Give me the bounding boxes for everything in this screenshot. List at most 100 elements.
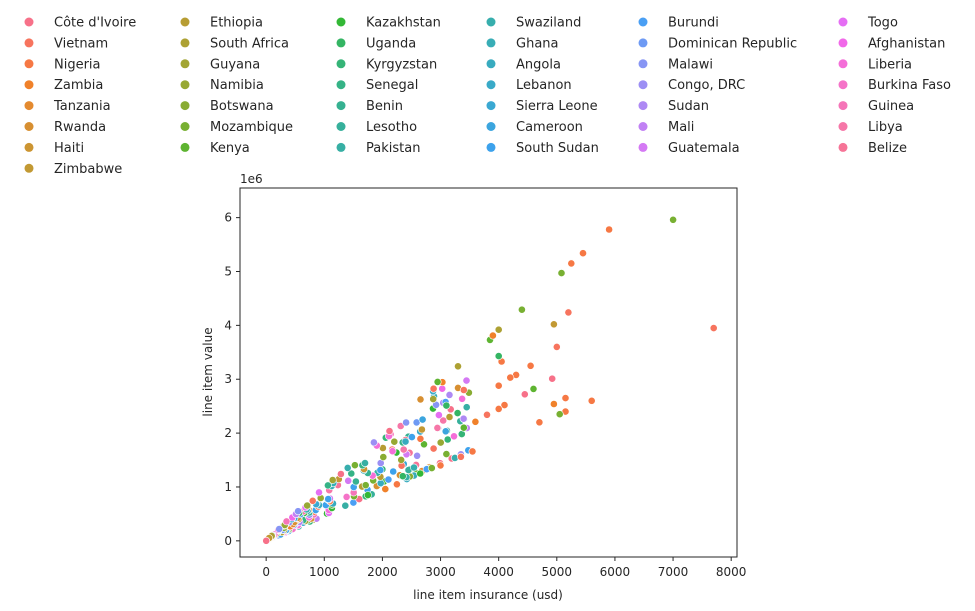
legend-label: Kenya: [210, 141, 250, 156]
legend-item: Uganda: [336, 36, 416, 51]
legend-marker: [24, 38, 34, 48]
data-point: [454, 362, 462, 371]
x-axis-label: line item insurance (usd): [413, 588, 563, 602]
data-point: [488, 331, 497, 340]
legend-label: South Africa: [210, 36, 289, 51]
legend-item: South Sudan: [486, 141, 599, 156]
data-point: [429, 395, 438, 403]
legend-marker: [180, 38, 190, 48]
legend-item: Nigeria: [24, 57, 101, 72]
legend-item: Guyana: [180, 57, 260, 72]
data-point: [384, 475, 393, 484]
legend-marker: [838, 38, 848, 48]
legend-marker: [336, 101, 346, 111]
data-point: [361, 459, 369, 467]
data-point: [434, 411, 443, 419]
data-point: [445, 390, 454, 399]
legend-item: Tanzania: [24, 99, 111, 114]
legend-label: Guatemala: [668, 141, 740, 156]
legend-marker: [180, 142, 190, 152]
data-point: [328, 476, 337, 484]
legend-label: Guyana: [210, 57, 260, 72]
data-point: [439, 416, 448, 425]
data-point: [535, 418, 544, 427]
data-point: [555, 410, 564, 419]
data-point: [294, 507, 302, 516]
y-tick-label: 0: [224, 534, 232, 548]
legend-item: Dominican Republic: [638, 36, 797, 51]
legend-item: Senegal: [336, 78, 418, 93]
legend-marker: [486, 80, 496, 90]
legend-marker: [486, 122, 496, 131]
legend-marker: [24, 17, 34, 27]
data-point: [557, 269, 566, 277]
legend-marker: [336, 17, 346, 27]
legend-label: Ethiopia: [210, 16, 263, 31]
data-point: [445, 413, 454, 421]
data-point: [468, 447, 477, 456]
legend-item: Angola: [486, 57, 561, 72]
data-point: [459, 386, 468, 394]
legend-item: Kazakhstan: [336, 16, 441, 31]
data-point: [552, 342, 561, 351]
legend-label: Lesotho: [366, 120, 417, 135]
legend-item: Haiti: [24, 141, 84, 156]
data-point: [462, 376, 471, 385]
data-point: [506, 373, 515, 382]
plot-area: 0 1000 2000 3000 4000 5000 6000 7000 8000 0 1 2 3 4 5…: [224, 187, 746, 579]
legend-label: Libya: [868, 120, 903, 135]
legend-item: Cameroon: [486, 120, 583, 135]
x-tick-label: 7000: [658, 565, 689, 579]
legend-item: Malawi: [638, 57, 713, 72]
data-point: [579, 249, 587, 258]
data-point: [433, 377, 442, 386]
legend-label: Namibia: [210, 78, 264, 93]
legend-marker: [838, 59, 848, 69]
legend-item: Sierra Leone: [486, 99, 598, 114]
data-point: [462, 403, 471, 412]
legend-item: Benin: [336, 99, 403, 114]
legend-marker: [486, 59, 496, 69]
data-point: [450, 432, 458, 441]
data-point: [347, 469, 356, 478]
legend-label: Cameroon: [516, 120, 583, 135]
legend-item: Botswana: [180, 99, 274, 114]
legend-marker: [336, 80, 346, 90]
data-point: [418, 415, 427, 424]
data-point: [341, 501, 350, 510]
y-tick-label: 6: [224, 211, 232, 225]
legend: Côte d'Ivoire Vietnam Nigeria Zambia Tanzani…: [24, 16, 951, 177]
legend-item: Guinea: [838, 99, 914, 114]
legend-marker: [180, 101, 190, 111]
legend-label: Rwanda: [54, 120, 106, 135]
data-point: [275, 525, 284, 533]
data-point: [433, 423, 442, 432]
x-tick-label: 1000: [309, 565, 340, 579]
data-point: [709, 324, 718, 332]
legend-label: Lebanon: [516, 78, 572, 93]
data-points: [262, 215, 718, 545]
data-point: [390, 437, 399, 446]
data-point: [262, 536, 271, 545]
legend-marker: [336, 142, 346, 152]
data-point: [458, 394, 466, 403]
legend-label: Belize: [868, 141, 907, 156]
legend-item: Afghanistan: [838, 36, 945, 51]
data-point: [520, 390, 529, 399]
legend-label: Haiti: [54, 141, 84, 156]
x-tick-label: 4000: [483, 565, 514, 579]
data-point: [442, 450, 451, 458]
data-point: [453, 409, 462, 417]
legend-label: Mali: [668, 120, 694, 135]
legend-item: Congo, DRC: [638, 78, 745, 93]
data-point: [336, 470, 345, 478]
legend-item: Lesotho: [336, 120, 417, 135]
data-point: [282, 517, 291, 526]
data-point: [494, 404, 503, 413]
legend-marker: [24, 163, 34, 173]
legend-label: Benin: [366, 99, 403, 114]
legend-label: Angola: [516, 57, 561, 72]
legend-label: Pakistan: [366, 141, 420, 156]
legend-item: Rwanda: [24, 120, 106, 135]
legend-label: Guinea: [868, 99, 914, 114]
